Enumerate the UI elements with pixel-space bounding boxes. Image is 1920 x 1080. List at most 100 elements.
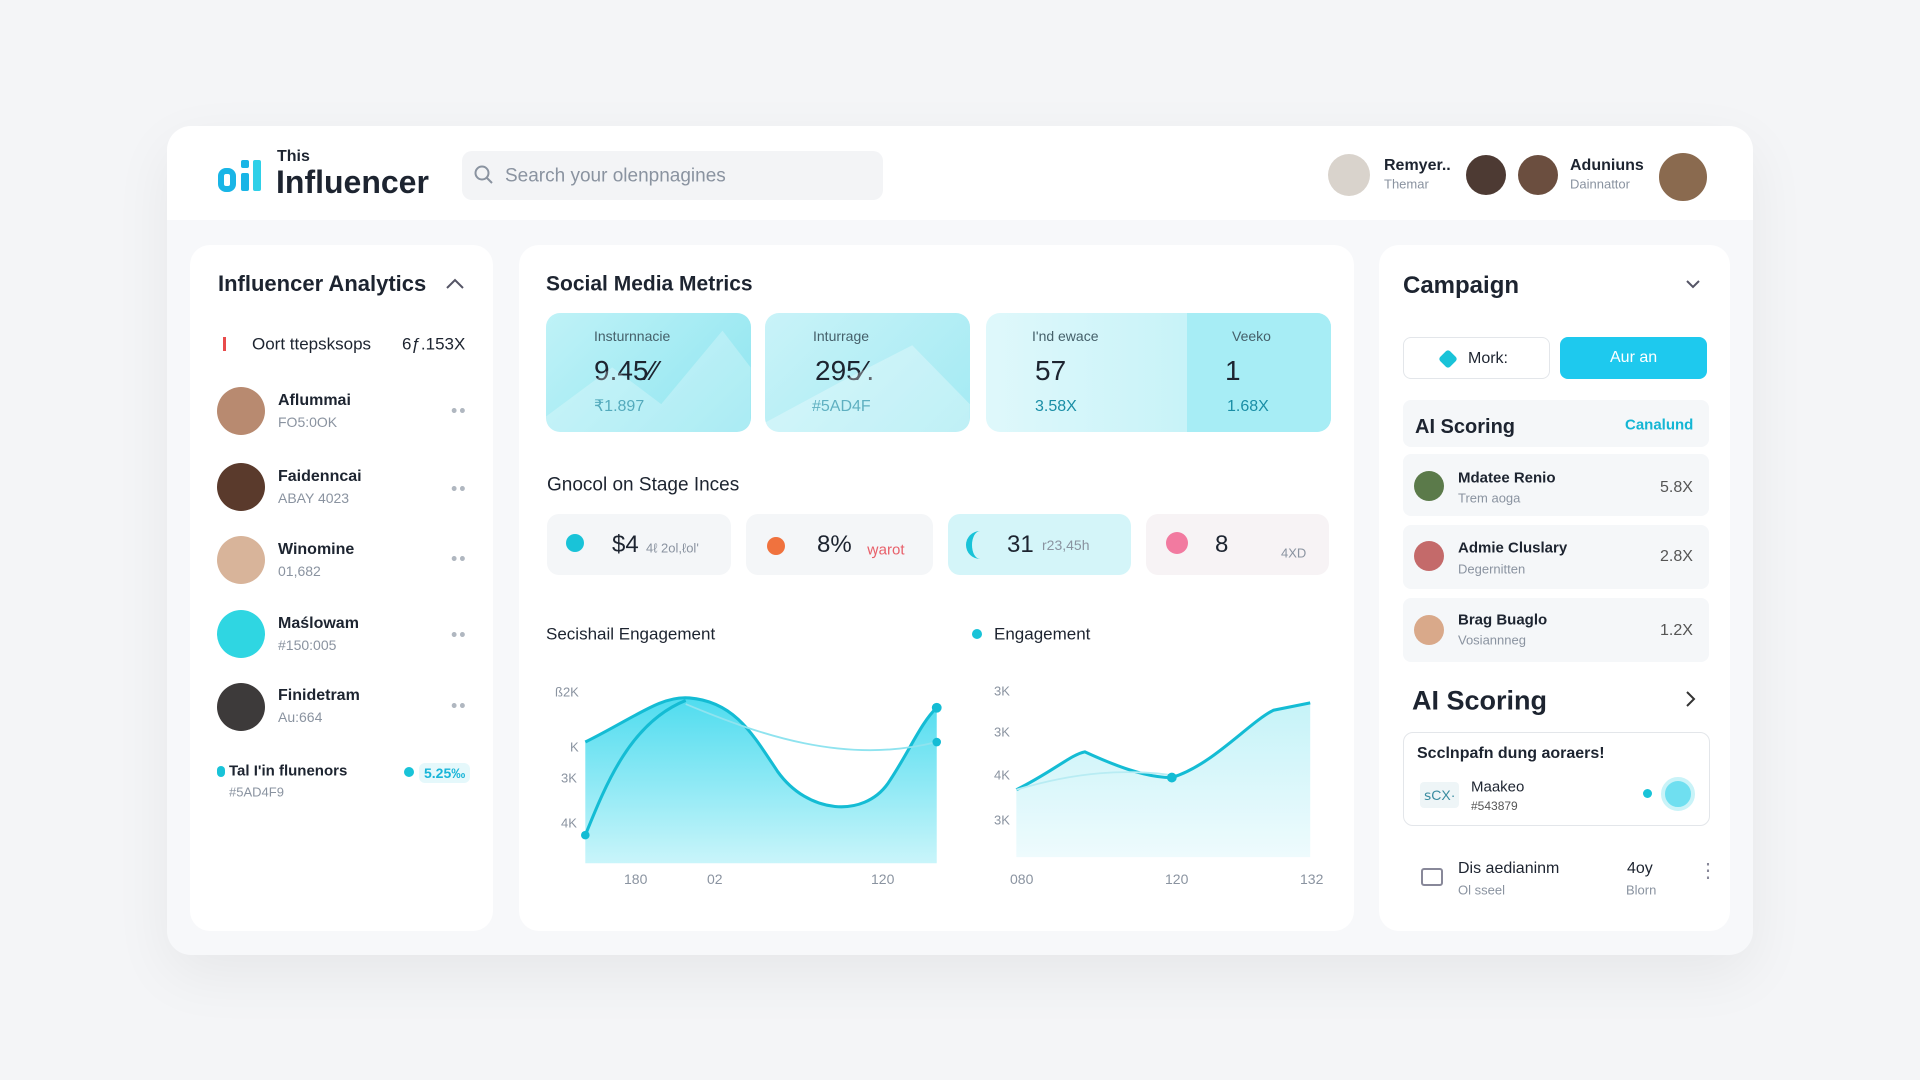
user-role: Dainnattor [1570,176,1630,192]
stage-value: $4 [612,531,639,558]
summary-label: Oort ttepsksops [252,334,372,354]
avatar[interactable] [1518,155,1558,195]
avatar [217,387,265,435]
metric-sub: #5AD4F [812,398,871,415]
stage-note: 4XD [1281,545,1307,561]
y-tick-label: 3K [994,812,1010,828]
stage-icon [767,537,785,555]
metric-sub: 1.68X [1227,398,1269,415]
logo-part [253,160,261,191]
influencer-name[interactable]: Faidenncai [278,468,362,485]
avatar[interactable] [1657,151,1709,203]
expand-icon[interactable] [1685,279,1701,289]
more-menu[interactable]: •• [451,624,468,645]
toggle[interactable] [1661,777,1695,811]
logo-icon [218,160,262,194]
avatar[interactable] [1466,155,1506,195]
x-tick-label: 120 [1165,871,1189,887]
avatar[interactable] [1328,154,1370,196]
status-dot [404,767,414,777]
influencer-sub: Au:664 [278,709,323,725]
more-menu[interactable]: •• [451,548,468,569]
legend-label: Engagement [994,624,1091,644]
avatar [1414,615,1444,645]
user-name: Aduniuns [1570,157,1644,174]
y-tick-label: 3K [994,724,1010,740]
button-icon [1438,349,1458,369]
status-dot [1643,789,1652,798]
influencer-name[interactable]: Aflummai [278,392,351,409]
stage-note: ꝡarot [867,541,905,559]
footer-badge: 5.25‰ [419,763,471,783]
y-tick-label: 4K [994,767,1010,783]
summary-value: 6ƒ.153X [402,334,466,354]
next-icon[interactable] [1685,690,1697,708]
avatar [1414,541,1444,571]
metric-value: 57 [1035,355,1067,386]
metric-label: Inturrage [813,328,870,344]
metric-value: 295⁄. [815,355,875,386]
metric-label: Insturnnacie [594,328,671,344]
button-label: Aur an [1610,349,1658,366]
row-value: 5.8X [1660,479,1693,496]
row-sub: Degernitten [1458,561,1526,577]
footer-name: Tal I'in flunenors [229,762,348,780]
card-icon: ꜱCX· [1420,782,1460,808]
avatar [217,463,265,511]
metric-card[interactable] [765,313,970,432]
metric-value: 9.45⁄⁄ [594,355,658,386]
search-placeholder: Search your olenpnagines [505,165,726,187]
chart-title: Secishail Engagement [546,624,716,644]
button-primary[interactable]: Aur an [1560,337,1707,379]
logo-small: This [277,148,310,165]
metric-sub: ₹1.897 [594,398,645,415]
stage-value: 8% [817,531,852,558]
marker [217,766,225,777]
legend-dot [972,629,982,639]
more-menu[interactable]: •• [451,400,468,421]
stage-note: 4ℓ 2ol,ℓol' [646,540,699,556]
x-tick-label: 02 [707,871,723,887]
influencer-sub: ABAY 4023 [278,490,350,506]
stage-icon [566,534,584,552]
row-name: Brag Buaglo [1458,611,1548,629]
y-tick-label: 3K [994,683,1010,699]
button[interactable]: Mork: [1403,337,1550,379]
logo-part [218,168,236,192]
influencer-name[interactable]: Maślowam [278,615,359,632]
search-box[interactable]: Search your olenpnagines [462,151,883,200]
influencer-name[interactable]: Finidetram [278,687,360,704]
logo-text: Influencer [276,164,429,200]
footer-sub: Ol sseel [1458,882,1505,898]
panel-title: Influencer Analytics [218,271,427,296]
section-action[interactable]: Canalund [1625,416,1694,434]
stage-value: 8 [1215,531,1229,558]
y-tick-label: K [570,739,579,755]
score-row[interactable] [1403,525,1709,589]
section-title: Gnocol on Stage Inces [547,474,740,496]
influencer-sub: #150:005 [278,637,337,653]
more-menu[interactable]: •• [451,478,468,499]
influencer-name[interactable]: Winomine [278,541,355,558]
x-tick-label: 080 [1010,871,1034,887]
summary-marker [223,337,233,351]
y-tick-label: 4K [561,815,577,831]
card-sub: #543879 [1471,799,1518,813]
influencer-sub: 01,682 [278,563,321,579]
left-panel [190,245,493,931]
avatar [217,683,265,731]
score-row[interactable] [1403,454,1709,516]
section-title: AI Scoring [1415,416,1516,438]
more-menu[interactable]: ⋮ [1698,860,1718,882]
score-row[interactable] [1403,598,1709,662]
collapse-icon[interactable] [445,278,465,290]
row-sub: Trem aoga [1458,490,1521,506]
more-menu[interactable]: •• [451,695,468,716]
y-tick-label: 3K [561,770,577,786]
metric-sub: 3.58X [1035,398,1077,415]
card-title: Scclnpafn dung aoraers! [1417,745,1605,762]
row-value: 2.8X [1660,548,1693,565]
avatar [217,610,265,658]
panel-title: Social Media Metrics [546,272,753,296]
metric-card[interactable] [546,313,751,432]
